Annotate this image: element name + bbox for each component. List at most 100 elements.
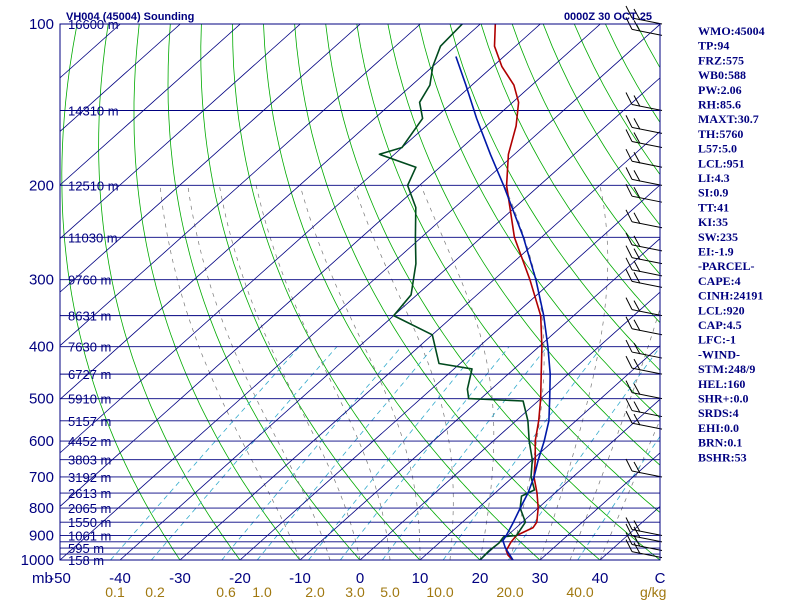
height-label: 595 m xyxy=(68,541,104,556)
dry-adiabat xyxy=(761,24,800,560)
wind-barb xyxy=(625,355,663,375)
index-line: BRN:0.1 xyxy=(698,436,742,450)
temperature-tick-label: 10 xyxy=(412,570,429,587)
wind-barb xyxy=(625,129,663,149)
mixing-ratio-line xyxy=(308,346,481,560)
wind-barb xyxy=(625,339,663,359)
index-line: SRDS:4 xyxy=(698,406,739,420)
dry-adiabat xyxy=(325,24,660,560)
wind-barb xyxy=(625,517,663,536)
isotherm xyxy=(539,452,660,560)
height-label: 6727 m xyxy=(68,367,111,382)
isotherm xyxy=(239,184,660,560)
dry-adiabat xyxy=(167,24,361,560)
moist-adiabat xyxy=(353,185,454,560)
temperature-tick-label: 0 xyxy=(356,570,364,587)
wind-barb xyxy=(625,398,663,418)
dry-adiabat xyxy=(133,24,301,560)
isotherm xyxy=(179,130,660,560)
wind-barb xyxy=(625,5,663,25)
mixing-ratio-label: 20.0 xyxy=(496,584,523,600)
index-line: BSHR:53 xyxy=(698,450,747,464)
index-line: SHR+:0.0 xyxy=(698,392,749,406)
pressure-tick-label: 400 xyxy=(29,339,54,356)
isotherm xyxy=(359,291,660,560)
pressure-tick-label: 500 xyxy=(29,391,54,408)
wind-barb xyxy=(625,209,663,229)
pressure-tick-label: 900 xyxy=(29,527,54,544)
index-line: L57:5.0 xyxy=(698,142,737,156)
temperature-tick-label: -10 xyxy=(289,570,311,587)
index-line: TT:41 xyxy=(698,200,729,214)
wind-barb xyxy=(625,232,663,252)
pressure-tick-label: 700 xyxy=(29,469,54,486)
parcel-profile xyxy=(455,56,552,560)
index-line: LCL:920 xyxy=(698,303,745,317)
dry-adiabat xyxy=(294,24,601,560)
grid-layer xyxy=(60,24,800,560)
wind-barb xyxy=(625,148,663,168)
height-label: 5157 m xyxy=(68,414,111,429)
wind-barb xyxy=(625,183,663,203)
pressure-tick-label: 200 xyxy=(29,177,54,194)
wind-barb xyxy=(625,245,663,265)
index-line: PW:2.06 xyxy=(698,83,742,97)
index-line: -PARCEL- xyxy=(698,259,754,273)
mixing-ratio-label: 10.0 xyxy=(426,584,453,600)
isotherm xyxy=(119,77,660,560)
isotherm xyxy=(60,24,481,400)
height-label: 14310 m xyxy=(68,103,119,118)
wind-barb xyxy=(625,458,663,478)
height-label: 4452 m xyxy=(68,434,111,449)
wind-barb xyxy=(625,539,663,559)
wind-barb xyxy=(625,532,663,551)
mixing-ratio-label: 0.6 xyxy=(216,584,236,600)
temperature-tick-label: -40 xyxy=(109,570,131,587)
height-label: 2065 m xyxy=(68,501,111,516)
dewpoint-profile xyxy=(378,24,536,560)
index-line: WB0:588 xyxy=(698,68,746,82)
series-layer xyxy=(378,24,552,560)
pressure-tick-label: 1000 xyxy=(21,552,54,569)
index-line: RH:85.6 xyxy=(698,98,741,112)
moist-adiabat xyxy=(187,185,331,560)
height-label: 7630 m xyxy=(68,340,111,355)
mixing-ratio-line xyxy=(339,346,510,560)
isotherm xyxy=(479,398,660,560)
indices-panel: WMO:45004TP:94FRZ:575WB0:588PW:2.06RH:85… xyxy=(698,24,765,464)
temperature-tick-label: -20 xyxy=(229,570,251,587)
height-label: 8631 m xyxy=(68,309,111,324)
wind-barb xyxy=(625,380,663,400)
mixing-ratio-label: 3.0 xyxy=(345,584,365,600)
height-label: 2613 m xyxy=(68,486,111,501)
wind-barbs xyxy=(625,5,663,559)
isotherm xyxy=(60,24,421,347)
index-line: HEL:160 xyxy=(698,377,745,391)
index-line: MAXT:30.7 xyxy=(698,112,759,126)
height-label: 3192 m xyxy=(68,470,111,485)
temperature-profile xyxy=(493,24,543,560)
dry-adiabat xyxy=(792,24,800,560)
dry-adiabat xyxy=(200,24,421,560)
mixing-ratio-label: 5.0 xyxy=(380,584,400,600)
index-line: TP:94 xyxy=(698,39,729,53)
index-line: LCL:951 xyxy=(698,156,745,170)
moist-adiabat xyxy=(569,307,660,560)
mixing-ratio-line xyxy=(110,346,300,560)
dry-adiabat xyxy=(573,24,660,176)
plot-frame xyxy=(59,23,661,561)
index-line: WMO:45004 xyxy=(698,24,765,38)
pressure-tick-label: 800 xyxy=(29,500,54,517)
index-line: KI:35 xyxy=(698,215,728,229)
chart-title: VH004 (45004) Sounding xyxy=(66,11,194,23)
index-line: CAP:4.5 xyxy=(698,318,742,332)
index-line: STM:248/9 xyxy=(698,362,755,376)
mixing-ratio-label: 1.0 xyxy=(252,584,272,600)
dry-adiabat xyxy=(263,24,541,560)
wind-barb xyxy=(625,410,663,430)
height-label: 3803 m xyxy=(68,453,111,468)
wind-barb xyxy=(625,316,663,336)
moist-adiabat xyxy=(299,185,421,560)
